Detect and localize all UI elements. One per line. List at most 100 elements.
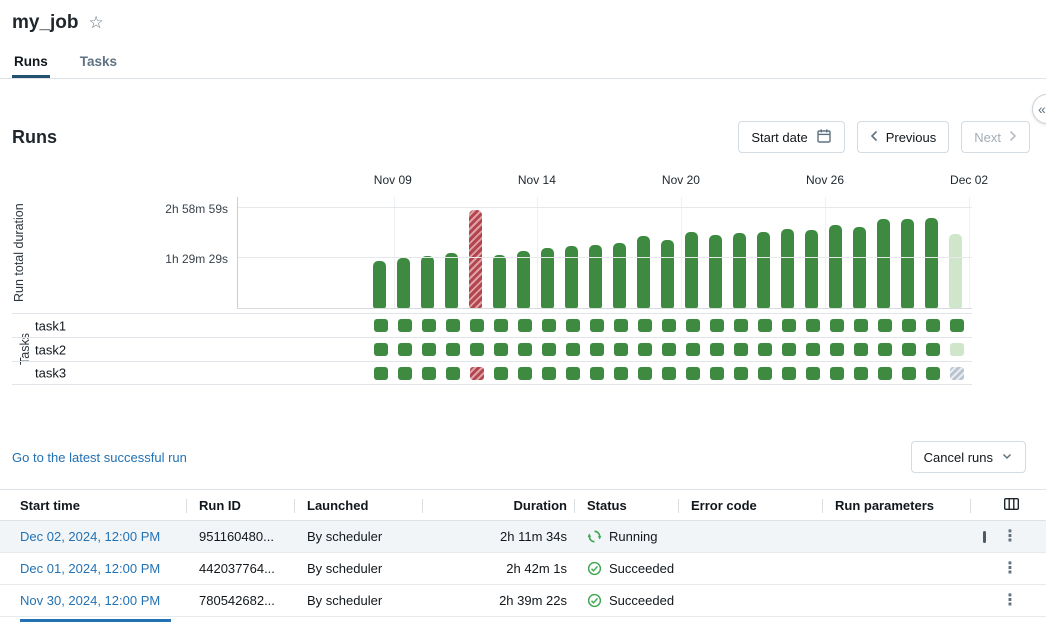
task-run-cell[interactable] [662,319,676,332]
task-run-cell[interactable] [950,366,964,380]
task-run-cell[interactable] [806,319,820,332]
task-run-cell[interactable] [542,366,556,380]
task-run-cell[interactable] [782,366,796,380]
run-duration-bar[interactable] [397,258,410,308]
task-run-cell[interactable] [398,366,412,380]
run-duration-bar[interactable] [829,224,842,308]
task-run-cell[interactable] [902,343,916,356]
col-header-duration[interactable]: Duration [423,490,575,520]
task-run-cell[interactable] [758,319,772,332]
task-run-cell[interactable] [566,366,580,380]
col-header-run-id[interactable]: Run ID [187,490,295,520]
task-run-cell[interactable] [902,319,916,332]
col-header-run-parameters[interactable]: Run parameters [823,490,971,520]
task-run-cell[interactable] [734,343,748,356]
task-run-cell[interactable] [734,366,748,380]
task-run-cell[interactable] [422,366,436,380]
task-run-cell[interactable] [830,343,844,356]
task-run-cell[interactable] [830,366,844,380]
task-run-cell[interactable] [614,366,628,380]
task-run-cell[interactable] [926,366,940,380]
run-duration-bar[interactable] [901,219,914,308]
run-duration-bar[interactable] [661,239,674,308]
run-duration-bar[interactable] [877,219,890,308]
task-run-cell[interactable] [758,366,772,380]
tab-runs[interactable]: Runs [12,48,50,78]
task-run-cell[interactable] [638,319,652,332]
run-duration-bar[interactable] [853,227,866,308]
col-header-launched[interactable]: Launched [295,490,423,520]
task-run-cell[interactable] [806,366,820,380]
kebab-menu-icon[interactable]: ⋮ [1002,528,1018,545]
task-run-cell[interactable] [854,319,868,332]
next-button[interactable]: Next [961,121,1030,153]
task-run-cell[interactable] [494,366,508,380]
task-run-cell[interactable] [854,366,868,380]
run-start-time-link[interactable]: Dec 01, 2024, 12:00 PM [20,561,161,576]
task-run-cell[interactable] [662,366,676,380]
run-duration-bar[interactable] [541,248,554,308]
task-run-cell[interactable] [830,319,844,332]
col-header-start-time[interactable]: Start time [0,490,187,520]
task-run-cell[interactable] [470,366,484,380]
kebab-menu-icon[interactable]: ⋮ [1002,560,1018,577]
run-duration-bar[interactable] [685,232,698,308]
task-run-cell[interactable] [926,343,940,356]
favorite-star-icon[interactable]: ☆ [88,12,104,32]
task-run-cell[interactable] [878,366,892,380]
task-run-cell[interactable] [518,319,532,332]
task-run-cell[interactable] [590,319,604,332]
task-run-cell[interactable] [374,319,388,332]
start-date-button[interactable]: Start date [738,121,845,153]
task-run-cell[interactable] [470,319,484,332]
run-duration-bar[interactable] [445,253,458,308]
run-duration-bar[interactable] [781,229,794,308]
task-run-cell[interactable] [542,343,556,356]
run-duration-bar[interactable] [733,233,746,308]
run-duration-bar[interactable] [565,246,578,308]
run-duration-bar[interactable] [517,251,530,308]
kebab-menu-icon[interactable]: ⋮ [1002,592,1018,609]
task-run-cell[interactable] [710,343,724,356]
task-run-cell[interactable] [686,366,700,380]
task-run-cell[interactable] [758,343,772,356]
run-duration-bar[interactable] [805,229,818,308]
task-run-cell[interactable] [638,366,652,380]
task-run-cell[interactable] [686,319,700,332]
run-duration-bar[interactable] [709,234,722,308]
task-run-cell[interactable] [734,319,748,332]
task-run-cell[interactable] [470,343,484,356]
task-run-cell[interactable] [806,343,820,356]
task-run-cell[interactable] [710,319,724,332]
previous-button[interactable]: Previous [856,121,950,153]
col-header-status[interactable]: Status [575,490,679,520]
run-duration-bar[interactable] [589,244,602,308]
task-run-cell[interactable] [518,366,532,380]
run-duration-bar[interactable] [949,234,962,308]
task-run-cell[interactable] [446,343,460,356]
task-run-cell[interactable] [590,343,604,356]
cancel-runs-button[interactable]: Cancel runs [910,441,1026,473]
run-start-time-link[interactable]: Nov 30, 2024, 12:00 PM [20,593,161,608]
task-run-cell[interactable] [710,366,724,380]
task-run-cell[interactable] [614,319,628,332]
run-duration-bar[interactable] [373,261,386,308]
task-run-cell[interactable] [782,343,796,356]
latest-successful-run-link[interactable]: Go to the latest successful run [12,449,187,465]
task-run-cell[interactable] [398,343,412,356]
task-run-cell[interactable] [566,319,580,332]
task-run-cell[interactable] [446,319,460,332]
task-run-cell[interactable] [950,319,964,332]
task-run-cell[interactable] [614,343,628,356]
task-run-cell[interactable] [926,319,940,332]
task-run-cell[interactable] [494,343,508,356]
tab-tasks[interactable]: Tasks [79,54,118,69]
task-run-cell[interactable] [878,319,892,332]
task-run-cell[interactable] [662,343,676,356]
task-run-cell[interactable] [398,319,412,332]
task-run-cell[interactable] [374,366,388,380]
task-run-cell[interactable] [494,319,508,332]
task-run-cell[interactable] [782,319,796,332]
col-header-error-code[interactable]: Error code [679,490,823,520]
task-run-cell[interactable] [638,343,652,356]
